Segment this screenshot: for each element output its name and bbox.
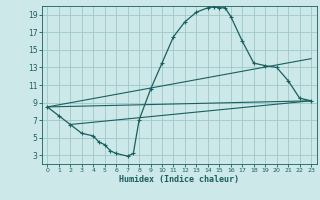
X-axis label: Humidex (Indice chaleur): Humidex (Indice chaleur) — [119, 175, 239, 184]
